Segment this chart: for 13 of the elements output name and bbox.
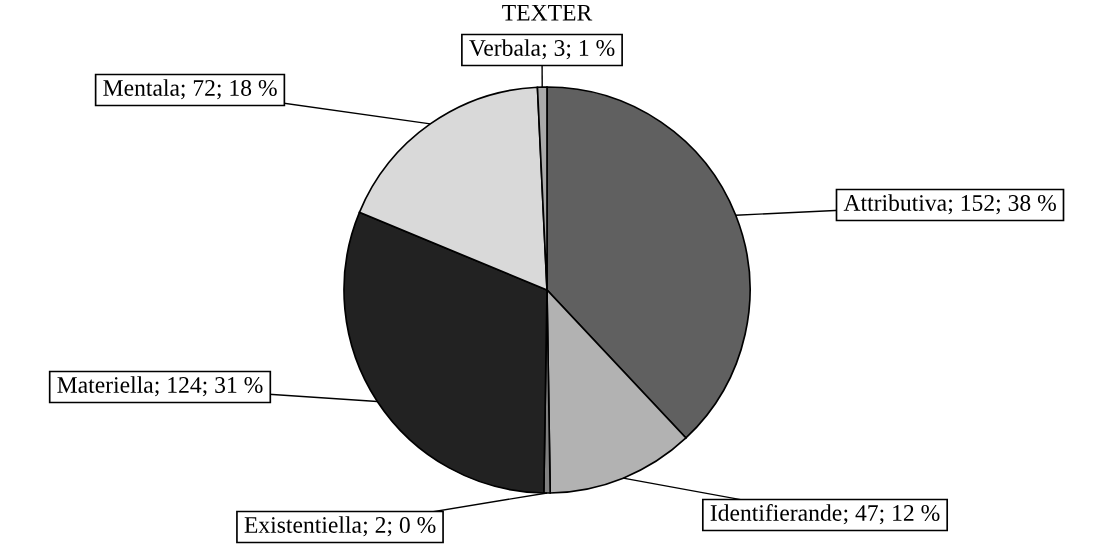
slice-label: Attributiva (843, 194, 947, 211)
data-label: ; 72; 18 % (181, 79, 277, 100)
slice-label: Verbala (469, 39, 541, 57)
data-label: ; 124; 31 % (155, 376, 263, 397)
chart-title: TEXTER (502, 4, 593, 21)
data-label: ; 2; 0 % (363, 516, 436, 537)
slice-label: Mentala (103, 79, 180, 96)
slice-label: Existentiella (244, 516, 362, 533)
slice-label: Identifierande (710, 504, 842, 521)
data-label: ; 152; 38 % (948, 194, 1056, 215)
slice-label: Materiella (57, 376, 154, 393)
data-label: ; 47; 12 % (843, 504, 940, 525)
data-label: ; 3; 1 % (542, 39, 615, 60)
